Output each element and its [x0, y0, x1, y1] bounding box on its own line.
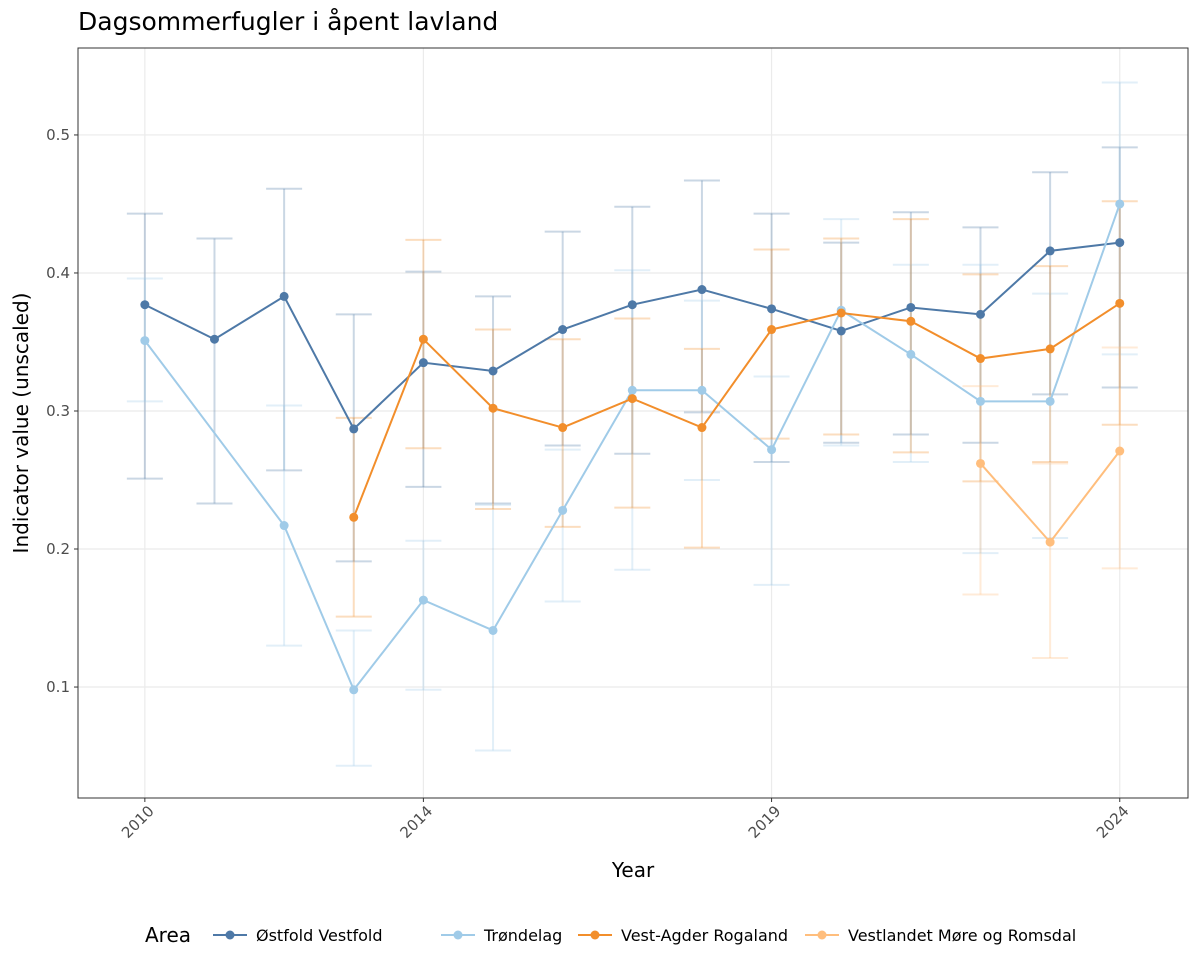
x-tick-label: 2010	[118, 802, 158, 842]
data-point	[279, 291, 289, 301]
data-point	[558, 325, 568, 335]
data-point	[349, 512, 359, 522]
y-axis: 0.1 0.2 0.3 0.4 0.5	[46, 126, 78, 696]
plot-panel-border	[77, 47, 1189, 799]
data-point	[767, 445, 777, 455]
data-point	[697, 385, 707, 395]
legend-key-point	[225, 930, 235, 940]
data-point	[349, 424, 359, 434]
data-point	[767, 325, 777, 335]
series-line	[144, 203, 1121, 692]
data-point	[836, 308, 846, 318]
data-point	[975, 309, 985, 319]
data-point	[209, 334, 219, 344]
data-point	[1115, 238, 1125, 248]
data-point	[1045, 396, 1055, 406]
data-point	[488, 403, 498, 413]
legend-key-point	[590, 930, 600, 940]
data-point	[558, 423, 568, 433]
grid	[78, 48, 1188, 798]
data-point	[140, 336, 150, 346]
data-point	[627, 394, 637, 404]
data-point	[627, 385, 637, 395]
data-point	[697, 285, 707, 295]
data-point	[975, 458, 985, 468]
legend: Area Østfold Vestfold Trøndelag Vest-Agder…	[145, 923, 1076, 947]
data-point	[488, 366, 498, 376]
data-point	[767, 304, 777, 314]
data-point	[349, 685, 359, 695]
y-tick-label: 0.3	[46, 402, 70, 420]
error-bars	[126, 81, 1138, 767]
data-point	[906, 316, 916, 326]
data-point	[836, 326, 846, 336]
legend-label: Vestlandet Møre og Romsdal	[848, 926, 1076, 945]
x-axis-label: Year	[611, 858, 655, 882]
data-point	[1045, 537, 1055, 547]
data-point	[975, 354, 985, 364]
y-tick-label: 0.1	[46, 678, 70, 696]
data-point	[140, 300, 150, 310]
data-point	[418, 595, 428, 605]
legend-key-point	[453, 930, 463, 940]
y-tick-label: 0.5	[46, 126, 70, 144]
data-point	[975, 396, 985, 406]
data-point	[1115, 199, 1125, 209]
data-point	[1045, 344, 1055, 354]
legend-label: Vest-Agder Rogaland	[621, 926, 788, 945]
legend-label: Østfold Vestfold	[256, 926, 383, 945]
legend-label: Trøndelag	[483, 926, 562, 945]
x-axis: 2010 2014 2019 2024	[118, 798, 1133, 842]
data-point	[697, 423, 707, 433]
data-point	[558, 505, 568, 515]
legend-key-point	[817, 930, 827, 940]
data-point	[906, 349, 916, 359]
chart-title: Dagsommerfugler i åpent lavland	[78, 7, 498, 36]
series-points	[140, 199, 1125, 695]
y-tick-label: 0.4	[46, 264, 70, 282]
x-tick-label: 2024	[1093, 802, 1133, 842]
data-point	[418, 358, 428, 368]
series-line	[352, 302, 1121, 518]
data-point	[488, 625, 498, 635]
y-tick-label: 0.2	[46, 540, 70, 558]
data-point	[906, 302, 916, 312]
y-axis-label: Indicator value (unscaled)	[9, 293, 33, 554]
x-tick-label: 2014	[396, 802, 436, 842]
data-point	[1115, 446, 1125, 456]
legend-title: Area	[145, 923, 191, 947]
data-point	[418, 334, 428, 344]
data-point	[627, 300, 637, 310]
data-point	[1045, 246, 1055, 256]
x-tick-label: 2019	[745, 802, 785, 842]
data-point	[1115, 298, 1125, 308]
data-point	[279, 521, 289, 531]
